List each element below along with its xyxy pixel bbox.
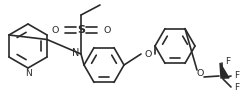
Text: F: F	[225, 57, 230, 66]
Text: O: O	[103, 25, 110, 34]
Text: F: F	[234, 72, 239, 80]
Text: N: N	[72, 48, 79, 58]
Text: N: N	[25, 69, 31, 78]
Text: O: O	[52, 25, 59, 34]
Text: F: F	[234, 83, 239, 93]
Polygon shape	[220, 63, 229, 78]
Text: O: O	[196, 69, 204, 78]
Text: S: S	[77, 25, 85, 35]
Text: O: O	[144, 49, 152, 59]
